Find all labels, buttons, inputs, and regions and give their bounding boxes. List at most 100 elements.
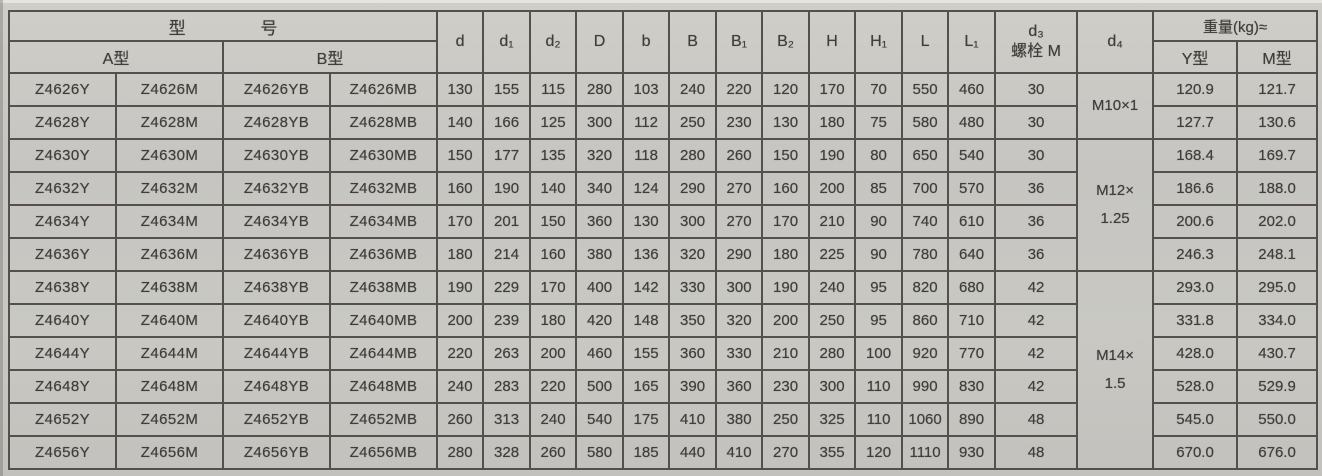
dim-cell: 1110 (901, 435, 950, 470)
dim-cell: 118 (622, 138, 671, 173)
dim-cell: 240 (808, 270, 857, 305)
d3-cell: 36 (994, 204, 1079, 239)
model-b-m-cell: Z4644MB (328, 336, 439, 371)
model-b-y-cell: Z4648YB (222, 369, 331, 404)
header-dim-cap-d: D (575, 10, 625, 74)
table-row: Z4636Y Z4636M Z4636YB Z4636MB 180 214 160 380 13… (8, 237, 1319, 272)
dim-cell: 460 (575, 336, 625, 371)
dim-cell: 930 (947, 435, 997, 470)
dim-cell: 360 (575, 204, 625, 239)
model-b-m-cell: Z4656MB (328, 435, 439, 470)
model-a-m-cell: Z4638M (115, 270, 224, 305)
dim-cell: 570 (947, 171, 997, 206)
model-b-y-cell: Z4634YB (222, 204, 331, 239)
dim-cell: 300 (668, 204, 718, 239)
weight-m-cell: 430.7 (1236, 336, 1319, 371)
dim-cell: 260 (529, 435, 578, 470)
dim-cell: 239 (482, 303, 532, 338)
bolt-m-label: 螺栓 M (1011, 43, 1061, 60)
weight-m-cell: 121.7 (1236, 72, 1319, 107)
dim-cell: 410 (668, 402, 718, 437)
table-row: Z4628Y Z4628M Z4628YB Z4628MB 140 166 125 300 11… (8, 105, 1319, 140)
header-dim-l1: L₁ (947, 10, 997, 74)
model-a-y-cell: Z4626Y (8, 72, 117, 107)
dim-cell: 540 (947, 138, 997, 173)
header-dim-d4: d₄ (1076, 10, 1155, 74)
dim-cell: 190 (482, 171, 532, 206)
dim-cell: 90 (854, 237, 904, 272)
dim-cell: 330 (668, 270, 718, 305)
dim-cell: 120 (761, 72, 811, 107)
dim-cell: 115 (529, 72, 578, 107)
dim-cell: 210 (761, 336, 811, 371)
dim-cell: 110 (854, 402, 904, 437)
dim-cell: 263 (482, 336, 532, 371)
dim-cell: 130 (761, 105, 811, 140)
dim-cell: 820 (901, 270, 950, 305)
dim-cell: 260 (436, 402, 485, 437)
dim-cell: 328 (482, 435, 532, 470)
dim-cell: 150 (529, 204, 578, 239)
weight-y-cell: 428.0 (1152, 336, 1239, 371)
weight-y-cell: 331.8 (1152, 303, 1239, 338)
dim-cell: 175 (622, 402, 671, 437)
table-row: Z4640Y Z4640M Z4640YB Z4640MB 200 239 180 420 14… (8, 303, 1319, 338)
dim-cell: 320 (575, 138, 625, 173)
table-row: Z4656Y Z4656M Z4656YB Z4656MB 280 328 260 580 18… (8, 435, 1319, 470)
dim-cell: 300 (808, 369, 857, 404)
dim-cell: 190 (436, 270, 485, 305)
dim-cell: 220 (436, 336, 485, 371)
model-b-y-cell: Z4644YB (222, 336, 331, 371)
dim-cell: 280 (668, 138, 718, 173)
header-dim-d1: d₁ (482, 10, 532, 74)
dim-cell: 75 (854, 105, 904, 140)
dim-cell: 229 (482, 270, 532, 305)
weight-y-cell: 120.9 (1152, 72, 1239, 107)
model-a-m-cell: Z4652M (115, 402, 224, 437)
model-b-m-cell: Z4636MB (328, 237, 439, 272)
dim-cell: 85 (854, 171, 904, 206)
header-weight-group: 重量(kg)≈ (1152, 10, 1319, 42)
dim-cell: 180 (529, 303, 578, 338)
dim-cell: 270 (761, 435, 811, 470)
dim-cell: 890 (947, 402, 997, 437)
dim-cell: 300 (575, 105, 625, 140)
dim-cell: 320 (715, 303, 764, 338)
dim-cell: 177 (482, 138, 532, 173)
model-a-m-cell: Z4648M (115, 369, 224, 404)
dim-cell: 166 (482, 105, 532, 140)
table-row: Z4626Y Z4626M Z4626YB Z4626MB 130 155 115 280 10… (8, 72, 1319, 140)
dim-cell: 200 (761, 303, 811, 338)
table-row: Z4632Y Z4632M Z4632YB Z4632MB 160 190 140 340 12… (8, 171, 1319, 206)
header-dim-h: H (808, 10, 857, 74)
model-b-y-cell: Z4638YB (222, 270, 331, 305)
dim-cell: 640 (947, 237, 997, 272)
weight-y-cell: 200.6 (1152, 204, 1239, 239)
dim-cell: 280 (808, 336, 857, 371)
dim-cell: 103 (622, 72, 671, 107)
dim-cell: 220 (529, 369, 578, 404)
model-b-m-cell: Z4626MB (328, 72, 439, 107)
dim-cell: 920 (901, 336, 950, 371)
d3-cell: 42 (994, 369, 1079, 404)
table-row: Z4638Y Z4638M Z4638YB Z4638MB 190 229 170 400 14… (8, 270, 1319, 470)
dim-cell: 170 (436, 204, 485, 239)
dim-cell: 420 (575, 303, 625, 338)
model-a-m-cell: Z4626M (115, 72, 224, 107)
model-b-y-cell: Z4632YB (222, 171, 331, 206)
dim-cell: 680 (947, 270, 997, 305)
dim-cell: 240 (436, 369, 485, 404)
model-a-y-cell: Z4648Y (8, 369, 117, 404)
d3-cell: 36 (994, 237, 1079, 272)
model-a-y-cell: Z4652Y (8, 402, 117, 437)
weight-y-cell: 528.0 (1152, 369, 1239, 404)
table-row: Z4630Y Z4630M Z4630YB Z4630MB 150 177 135 320 11… (8, 138, 1319, 272)
header-row-1: 型 号 d d₁ d₂ D b B B₁ B₂ H H₁ L L₁ d₃ 螺栓 … (7, 10, 1319, 74)
model-b-y-cell: Z4628YB (222, 105, 331, 140)
dim-cell: 210 (808, 204, 857, 239)
d3-cell: 42 (994, 303, 1079, 338)
dim-cell: 95 (854, 303, 904, 338)
dim-cell: 313 (482, 402, 532, 437)
dim-cell: 180 (808, 105, 857, 140)
table-row: Z4652Y Z4652M Z4652YB Z4652MB 260 313 240 540 17… (8, 402, 1319, 437)
